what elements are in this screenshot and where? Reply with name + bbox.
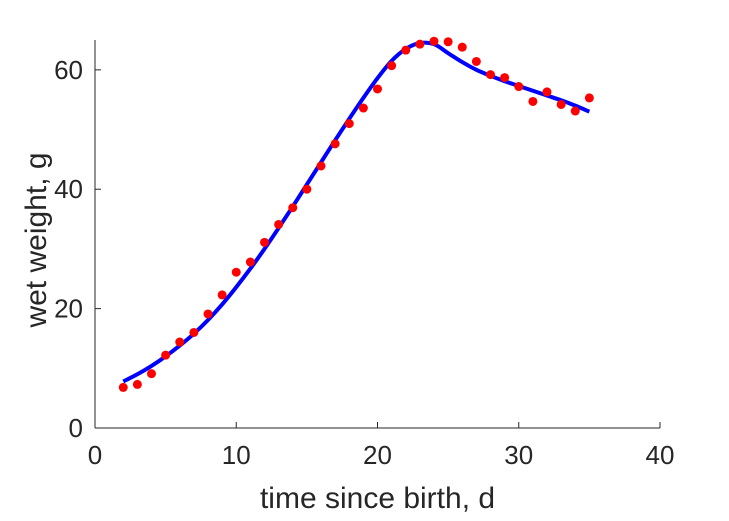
data-point bbox=[429, 36, 439, 46]
data-point bbox=[584, 93, 594, 103]
data-point bbox=[118, 382, 128, 392]
data-points-layer bbox=[118, 36, 594, 392]
data-point bbox=[132, 379, 142, 389]
data-point bbox=[260, 237, 269, 247]
x-tick-label: 20 bbox=[363, 440, 392, 470]
y-axis-label: wet weight, g bbox=[20, 152, 53, 328]
x-tick-label: 30 bbox=[504, 440, 533, 470]
data-point bbox=[373, 84, 382, 94]
data-point bbox=[203, 309, 213, 319]
y-tick-label: 60 bbox=[54, 55, 83, 85]
data-point bbox=[231, 267, 241, 277]
data-point bbox=[274, 219, 284, 229]
fit-line bbox=[122, 40, 591, 384]
data-point bbox=[344, 119, 354, 129]
data-point bbox=[457, 42, 467, 52]
data-point bbox=[175, 337, 185, 347]
data-point bbox=[245, 257, 255, 267]
labels-layer: time since birth, d wet weight, g bbox=[20, 152, 495, 515]
x-tick-label: 40 bbox=[646, 440, 675, 470]
y-tick-label: 40 bbox=[54, 174, 83, 204]
data-point bbox=[570, 106, 580, 116]
data-point bbox=[514, 82, 524, 92]
data-point bbox=[358, 103, 368, 113]
data-point bbox=[556, 99, 566, 109]
data-point bbox=[189, 327, 199, 337]
data-point bbox=[302, 184, 312, 194]
axes: 0 10 20 30 40 0 20 40 60 bbox=[54, 40, 674, 470]
fit-line-layer bbox=[122, 40, 591, 384]
data-point bbox=[500, 73, 510, 83]
data-point bbox=[288, 203, 298, 213]
data-point bbox=[528, 96, 538, 106]
x-axis-label: time since birth, d bbox=[260, 482, 495, 515]
data-point bbox=[387, 61, 397, 71]
data-point bbox=[147, 369, 156, 379]
data-point bbox=[486, 70, 495, 80]
data-point bbox=[330, 139, 340, 149]
x-tick-label: 0 bbox=[88, 440, 102, 470]
y-tick-label: 0 bbox=[69, 413, 83, 443]
data-point bbox=[161, 350, 171, 360]
data-point bbox=[542, 87, 552, 97]
y-tick-label: 20 bbox=[54, 294, 83, 324]
data-point bbox=[217, 290, 227, 300]
data-point bbox=[415, 39, 425, 49]
data-point bbox=[443, 37, 453, 47]
data-point bbox=[471, 56, 481, 66]
x-tick-label: 10 bbox=[222, 440, 251, 470]
data-point bbox=[401, 45, 411, 55]
data-point bbox=[316, 161, 326, 171]
